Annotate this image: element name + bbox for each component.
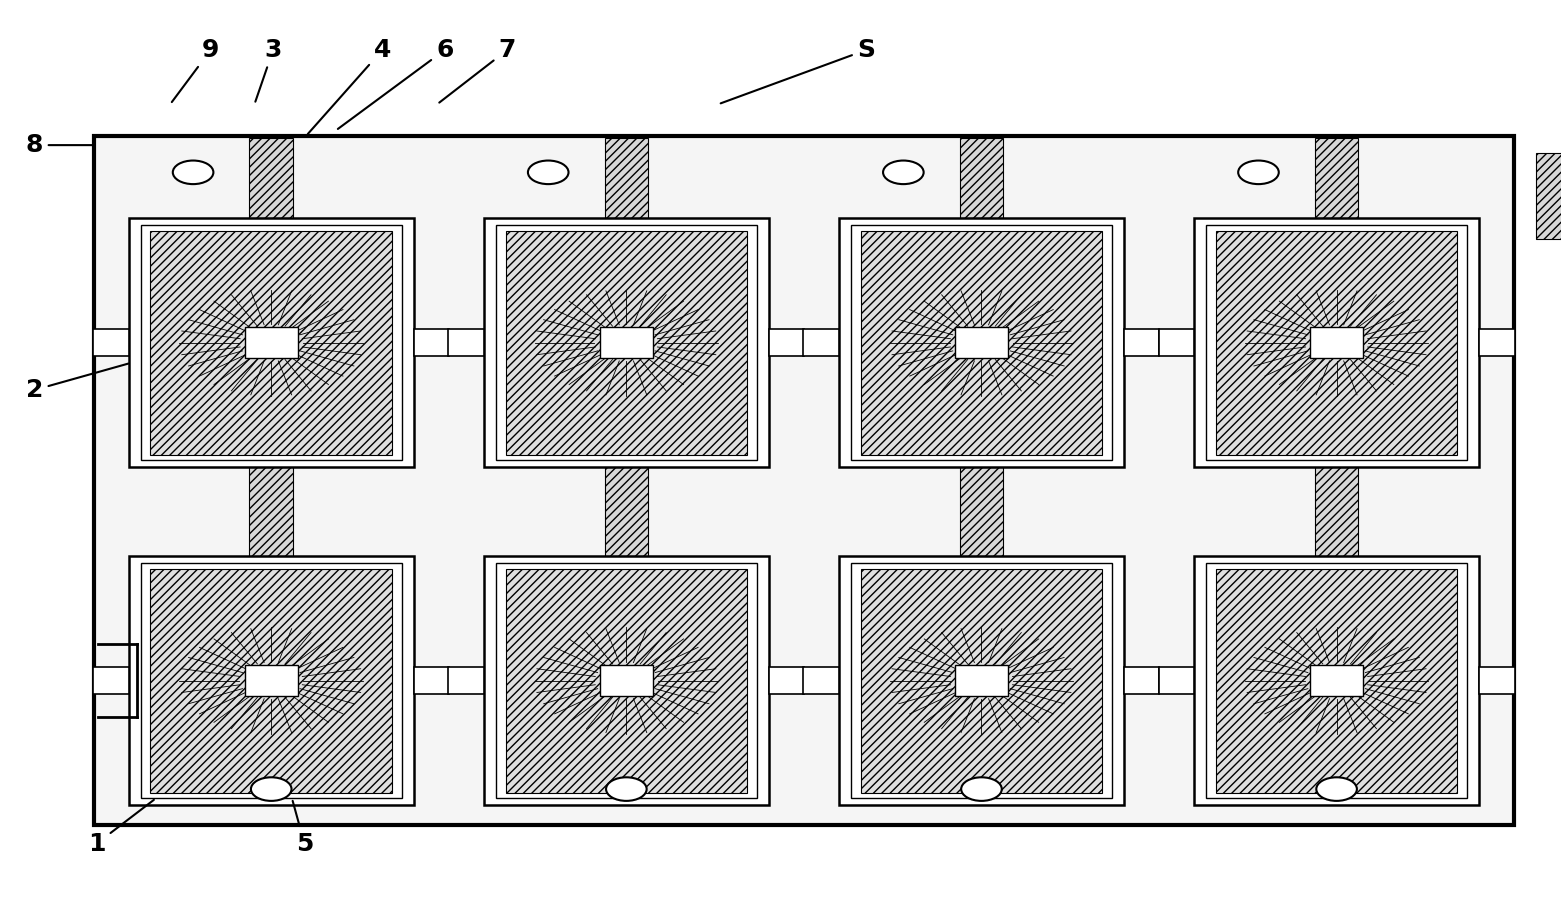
- Bar: [860, 569, 1102, 793]
- Circle shape: [173, 161, 214, 184]
- Bar: [150, 230, 392, 455]
- Circle shape: [962, 777, 1002, 801]
- Bar: [599, 327, 652, 358]
- Bar: [1310, 665, 1363, 696]
- Bar: [851, 225, 1111, 461]
- Circle shape: [1238, 161, 1278, 184]
- Bar: [838, 219, 1124, 467]
- Bar: [414, 329, 450, 356]
- Text: 2: 2: [25, 364, 128, 402]
- Bar: [250, 138, 293, 219]
- Bar: [506, 230, 748, 455]
- Bar: [1158, 668, 1194, 694]
- Bar: [94, 329, 128, 356]
- Bar: [414, 668, 450, 694]
- Bar: [804, 329, 838, 356]
- Bar: [604, 138, 648, 219]
- Bar: [1310, 327, 1363, 358]
- Bar: [484, 219, 770, 467]
- Bar: [506, 569, 748, 793]
- Bar: [1536, 153, 1561, 239]
- Circle shape: [1316, 777, 1357, 801]
- Bar: [1194, 219, 1480, 467]
- Bar: [496, 225, 757, 461]
- Bar: [599, 665, 652, 696]
- Bar: [1480, 329, 1514, 356]
- Bar: [448, 329, 484, 356]
- Bar: [1158, 329, 1194, 356]
- Text: 9: 9: [172, 38, 220, 102]
- Bar: [1124, 329, 1160, 356]
- Bar: [770, 668, 804, 694]
- Bar: [604, 467, 648, 556]
- Bar: [1124, 668, 1160, 694]
- Bar: [140, 225, 401, 461]
- Bar: [250, 467, 293, 556]
- Bar: [1216, 230, 1458, 455]
- Bar: [1207, 563, 1467, 798]
- Bar: [955, 665, 1008, 696]
- Bar: [94, 668, 128, 694]
- Bar: [140, 563, 401, 798]
- Bar: [94, 136, 1514, 825]
- Bar: [860, 230, 1102, 455]
- Circle shape: [251, 777, 292, 801]
- Circle shape: [606, 777, 646, 801]
- Bar: [1216, 569, 1458, 793]
- Bar: [838, 556, 1124, 805]
- Bar: [851, 563, 1111, 798]
- Text: 8: 8: [25, 133, 94, 157]
- Bar: [448, 668, 484, 694]
- Bar: [496, 563, 757, 798]
- Bar: [1207, 225, 1467, 461]
- Circle shape: [884, 161, 924, 184]
- Bar: [128, 556, 414, 805]
- Bar: [804, 668, 838, 694]
- Text: S: S: [721, 38, 876, 103]
- Bar: [770, 329, 804, 356]
- Bar: [484, 556, 770, 805]
- Bar: [960, 138, 1004, 219]
- Bar: [1194, 556, 1480, 805]
- Bar: [1314, 467, 1358, 556]
- Bar: [1314, 138, 1358, 219]
- Text: 5: 5: [292, 801, 314, 855]
- Text: 4: 4: [308, 38, 392, 134]
- Bar: [1480, 668, 1514, 694]
- Bar: [955, 327, 1008, 358]
- Text: 7: 7: [439, 38, 517, 102]
- Bar: [245, 327, 298, 358]
- Bar: [128, 219, 414, 467]
- Bar: [150, 569, 392, 793]
- Bar: [960, 467, 1004, 556]
- Text: 6: 6: [337, 38, 454, 129]
- Text: 3: 3: [256, 38, 283, 102]
- Bar: [245, 665, 298, 696]
- Text: 1: 1: [87, 800, 155, 855]
- Circle shape: [528, 161, 568, 184]
